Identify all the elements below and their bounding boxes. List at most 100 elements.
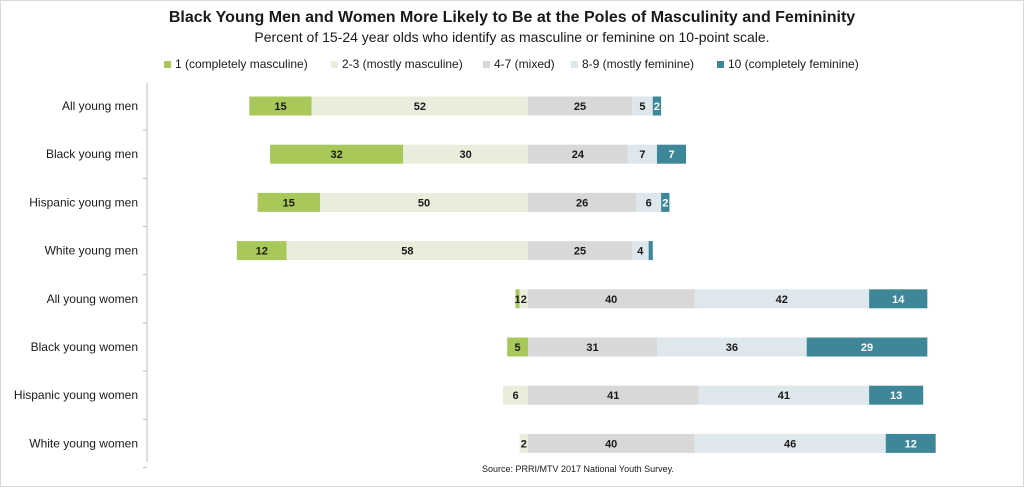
bar-segment (270, 144, 404, 164)
legend-swatch (717, 60, 724, 68)
bar-segment (320, 192, 528, 212)
data-label: 46 (784, 438, 796, 450)
data-label: 15 (283, 197, 295, 209)
legend-swatch (571, 60, 578, 68)
bar-segment (515, 289, 520, 309)
data-label: 6 (512, 390, 518, 402)
bar-segment (661, 192, 670, 212)
bar-segment (528, 241, 632, 261)
legend-swatch (483, 60, 490, 68)
bar-segment (236, 241, 287, 261)
bar-segment (885, 433, 936, 453)
data-label: 12 (905, 438, 917, 450)
data-label: 41 (778, 390, 790, 402)
bar-segment (648, 241, 653, 261)
data-label: 2 (521, 438, 527, 450)
data-label: 2 (662, 197, 668, 209)
bar-segment (403, 144, 528, 164)
legend-label: 2-3 (mostly masculine) (342, 57, 463, 71)
data-label: 24 (572, 149, 585, 161)
legend-label: 1 (completely masculine) (175, 57, 308, 71)
legend-item: 2-3 (mostly masculine) (331, 56, 463, 72)
bar-segment (632, 241, 649, 261)
category-label: White young women (29, 436, 138, 450)
data-label: 31 (586, 342, 598, 354)
data-label: 7 (668, 149, 674, 161)
bar-segment (694, 289, 870, 309)
data-label: 42 (776, 294, 788, 306)
chart-title: Black Young Men and Women More Likely to… (168, 9, 856, 26)
bar-segment (656, 144, 687, 164)
category-label: Hispanic young women (14, 388, 138, 402)
legend-swatch (331, 60, 338, 68)
bar-segment (869, 289, 928, 309)
bar-segment (507, 337, 528, 357)
bar-segment (257, 192, 320, 212)
legend-label: 4-7 (mixed) (494, 57, 555, 71)
data-label: 52 (414, 101, 426, 113)
data-label: 13 (890, 390, 902, 402)
category-label: Black young women (31, 340, 138, 354)
category-label: Hispanic young men (29, 195, 138, 209)
bar-segment (528, 385, 699, 405)
bar-segment (627, 144, 657, 164)
data-label: 5 (515, 342, 521, 354)
bar-segment (698, 385, 870, 405)
data-label: 1 (515, 294, 521, 306)
category-label: Black young men (46, 147, 138, 161)
category-label: All young men (62, 99, 138, 113)
data-label: 58 (401, 246, 413, 258)
legend-label: 10 (completely feminine) (728, 57, 859, 71)
bar-segment (806, 337, 928, 357)
data-label: 41 (607, 390, 619, 402)
data-label: 36 (726, 342, 738, 354)
bar-segment (528, 192, 637, 212)
data-label: 30 (459, 149, 471, 161)
data-label: 40 (605, 294, 617, 306)
legend-item: 10 (completely feminine) (717, 56, 859, 72)
bar-segment (519, 433, 528, 453)
bar-segment (528, 337, 657, 357)
data-label: 25 (574, 101, 586, 113)
legend-swatch (164, 60, 171, 68)
source-note: Source: PRRI/MTV 2017 National Youth Sur… (482, 464, 674, 474)
data-label: 25 (574, 246, 586, 258)
bar-segment (528, 144, 628, 164)
bar-segment (636, 192, 662, 212)
data-label: 2 (521, 294, 527, 306)
bar-segment (869, 385, 924, 405)
data-label: 14 (892, 294, 905, 306)
data-label: 4 (637, 246, 644, 258)
category-label: White young men (45, 244, 138, 258)
bar-segment (528, 289, 695, 309)
bar-segment (286, 241, 528, 261)
legend-item: 8-9 (mostly feminine) (571, 56, 694, 72)
data-label: 6 (646, 197, 652, 209)
chart-subtitle: Percent of 15-24 year olds who identify … (254, 29, 770, 45)
bar-segment (694, 433, 886, 453)
bar-segment (528, 433, 695, 453)
bar-segment (519, 289, 528, 309)
legend: 1 (completely masculine) 2-3 (mostly masc… (0, 56, 1024, 72)
data-label: 32 (331, 149, 343, 161)
data-label: 26 (576, 197, 588, 209)
data-label: 29 (861, 342, 873, 354)
bar-segment (503, 385, 528, 405)
data-label: 40 (605, 438, 617, 450)
bar-segment (652, 96, 662, 116)
data-label: 7 (639, 149, 645, 161)
data-label: 15 (274, 101, 286, 113)
legend-label: 8-9 (mostly feminine) (582, 57, 695, 71)
data-label: 50 (418, 197, 430, 209)
data-label: 2 (654, 101, 660, 113)
legend-item: 4-7 (mixed) (483, 56, 555, 72)
data-label: 5 (639, 101, 645, 113)
category-label: All young women (47, 292, 138, 306)
bar-segment (249, 96, 312, 116)
legend-item: 1 (completely masculine) (164, 56, 308, 72)
data-label: 12 (256, 246, 268, 258)
bar-segment (632, 96, 653, 116)
bar-segment (311, 96, 528, 116)
bar-segment (528, 96, 632, 116)
